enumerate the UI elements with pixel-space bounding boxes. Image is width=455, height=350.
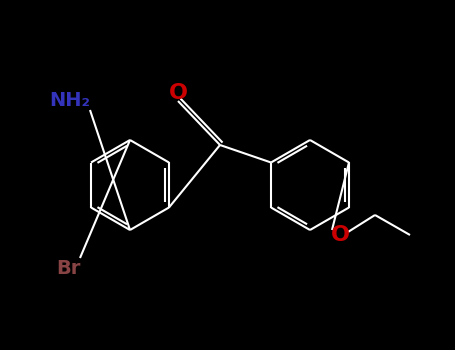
Text: O: O (168, 83, 187, 103)
Text: Br: Br (56, 259, 80, 278)
Text: NH₂: NH₂ (50, 91, 91, 110)
Text: O: O (330, 225, 349, 245)
